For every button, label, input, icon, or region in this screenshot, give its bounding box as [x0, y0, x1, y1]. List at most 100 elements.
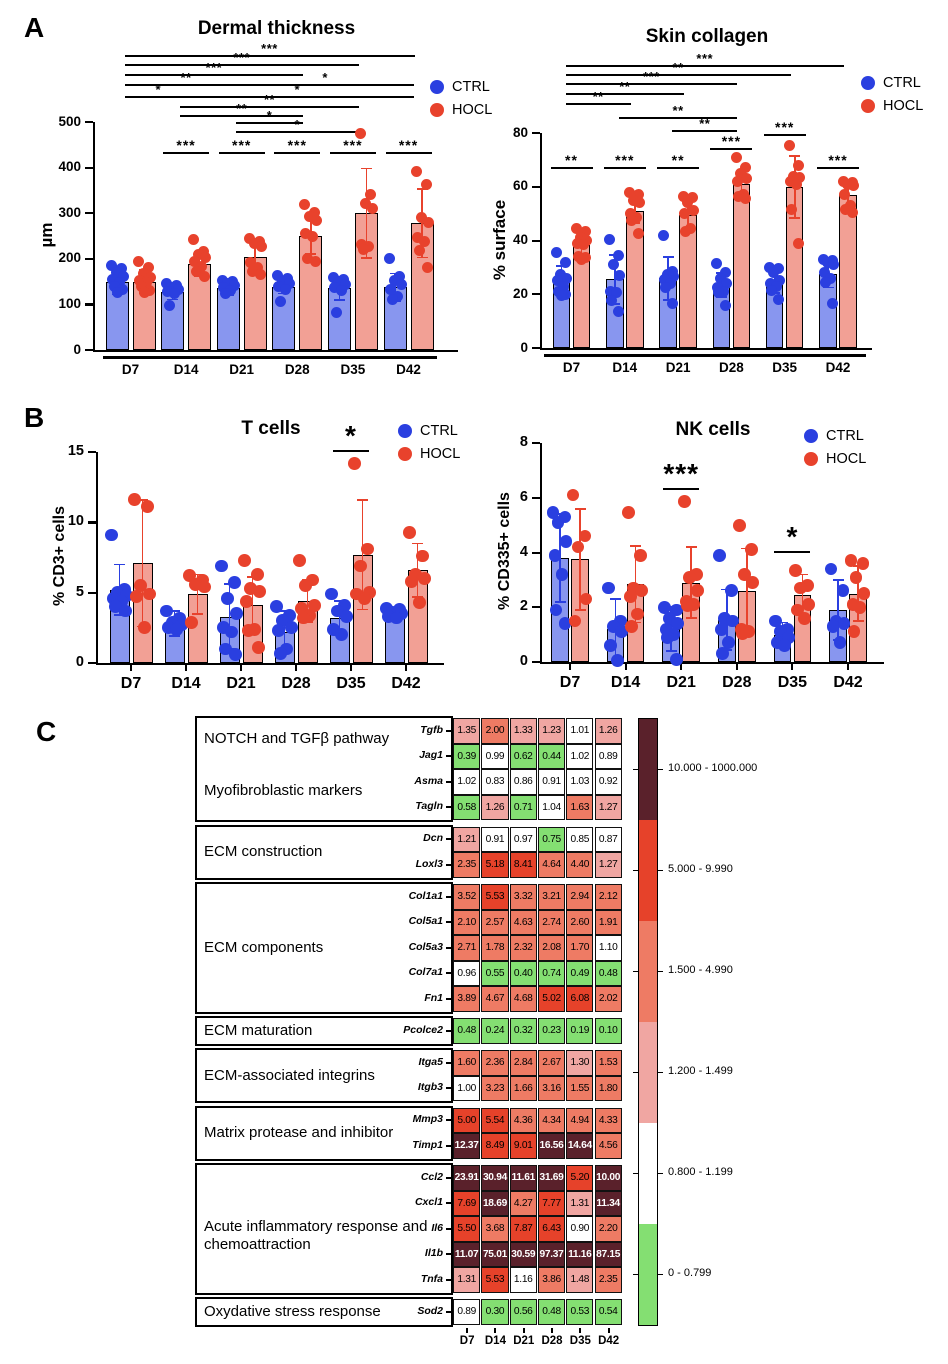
data-dot	[725, 584, 739, 598]
data-dot	[551, 515, 565, 529]
heatmap-cell: 4.67	[481, 986, 509, 1012]
data-dot	[549, 603, 563, 617]
data-dot	[354, 559, 367, 573]
chart-dermal-thickness: Dermal thickness 0 100 200 300 400 500 µm D7 *** D…	[20, 10, 492, 398]
gene-label-il6: Il6	[431, 1221, 443, 1234]
x-axis-line	[93, 350, 458, 352]
heatmap-cell: 2.60	[566, 909, 594, 935]
heatmap-cell: 7.87	[509, 1216, 537, 1242]
data-dot	[633, 189, 645, 201]
data-dot	[138, 287, 150, 299]
error-cap-bottom	[665, 650, 677, 652]
error-cap-top	[574, 507, 586, 510]
x-group-bracket	[756, 354, 813, 358]
error-cap-bottom	[789, 216, 801, 219]
y-tick	[532, 442, 540, 445]
data-dot	[552, 275, 563, 287]
data-dot	[720, 278, 732, 289]
gene-tick	[446, 1176, 453, 1179]
data-dot	[793, 159, 805, 171]
heatmap-group-label: ECM components	[204, 938, 324, 956]
y-axis-line	[96, 452, 98, 665]
y-tick	[532, 239, 540, 242]
data-dot	[634, 548, 647, 562]
gene-label-col1a1: Col1a1	[408, 889, 443, 902]
data-dot	[403, 525, 416, 539]
data-dot	[722, 636, 736, 650]
x-group-label: D35	[777, 674, 808, 691]
data-dot	[659, 282, 671, 294]
data-dot	[138, 621, 151, 635]
heatmap-cell: 4.40	[566, 852, 594, 878]
y-tick-label: 15	[67, 443, 84, 459]
error-cap-top	[789, 155, 801, 157]
data-dot	[839, 204, 851, 216]
y-axis-title: % surface	[490, 199, 509, 280]
y-tick-label: 400	[58, 159, 81, 175]
gene-label-loxl3: Loxl3	[415, 857, 443, 870]
data-dot	[670, 617, 684, 631]
data-dot	[310, 256, 322, 268]
data-dot	[666, 298, 678, 310]
data-dot	[359, 198, 371, 210]
color-scale-tick-right	[657, 970, 663, 972]
sig-comparison-line	[180, 96, 415, 98]
heatmap-cell: 4.34	[537, 1107, 566, 1133]
data-dot	[117, 270, 129, 282]
y-tick	[532, 132, 540, 135]
color-scale-segment	[639, 719, 657, 820]
data-dot	[667, 271, 679, 283]
data-dot	[133, 274, 145, 286]
error-bar	[837, 579, 839, 641]
heatmap-cell: 2.94	[566, 884, 594, 910]
data-dot	[719, 299, 731, 311]
data-dot	[251, 261, 263, 273]
data-dot	[270, 600, 283, 614]
heatmap-cell: 23.91	[453, 1165, 481, 1191]
error-cap-bottom	[822, 286, 834, 289]
data-dot	[680, 599, 694, 613]
y-axis-title: % CD335+ cells	[496, 491, 513, 610]
gene-tick	[446, 780, 453, 783]
sig-comparison-line	[565, 83, 738, 85]
heatmap-cell: 4.33	[594, 1107, 622, 1133]
error-cap-bottom	[114, 614, 125, 617]
data-dot	[846, 206, 858, 218]
data-dot	[415, 211, 427, 223]
data-dot	[164, 299, 176, 311]
heatmap-cell: 1.63	[566, 794, 594, 820]
gene-label-sod2: Sod2	[417, 1304, 443, 1317]
x-group-bracket	[269, 356, 326, 360]
heatmap-group-label: ECM construction	[204, 843, 323, 860]
gene-tick	[446, 921, 453, 924]
data-dot	[730, 151, 742, 163]
gene-label-ccl2: Ccl2	[420, 1170, 443, 1183]
error-bar	[196, 574, 199, 614]
heatmap-cell: 1.03	[566, 769, 594, 795]
heatmap-cell: 2.00	[481, 718, 509, 744]
y-tick-label: 0	[519, 653, 528, 669]
gene-tick	[446, 729, 453, 732]
ctrl-legend-label: CTRL	[883, 75, 921, 91]
data-dot	[571, 222, 582, 234]
data-dot	[383, 253, 395, 265]
heatmap-group-box	[195, 716, 453, 822]
data-dot	[624, 186, 636, 198]
data-dot	[225, 625, 238, 639]
data-dot	[778, 639, 791, 652]
sig-pair-line	[385, 152, 432, 155]
sig-comparison-line	[618, 117, 738, 119]
heatmap-cell: 1.55	[566, 1075, 594, 1101]
gene-tick	[446, 895, 453, 898]
data-dot	[193, 249, 205, 261]
heatmap-cell: 4.94	[566, 1107, 594, 1133]
data-dot	[191, 266, 203, 278]
x-tick	[350, 665, 352, 671]
data-dot	[142, 261, 154, 273]
gene-tick	[446, 838, 453, 841]
error-cap-bottom	[169, 635, 180, 638]
data-dot	[358, 591, 371, 605]
data-dot	[566, 488, 580, 502]
gene-tick	[446, 1278, 453, 1281]
